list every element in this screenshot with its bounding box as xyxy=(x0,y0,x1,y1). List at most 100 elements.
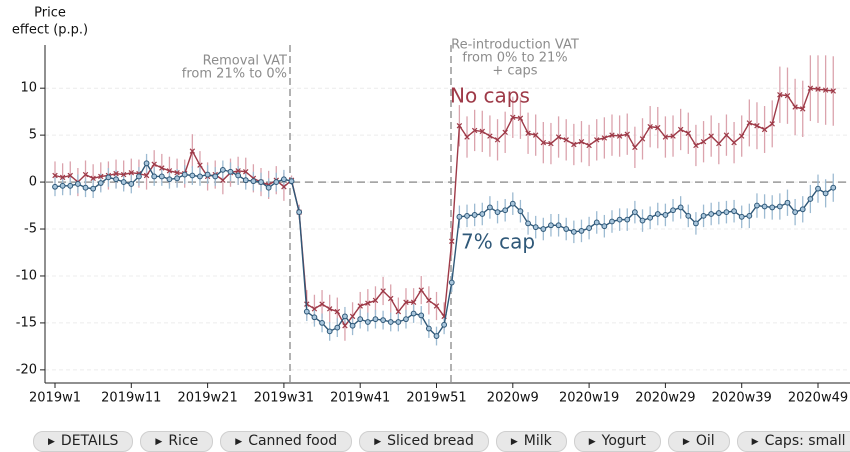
marker xyxy=(525,130,531,136)
marker xyxy=(342,323,348,329)
marker xyxy=(479,128,486,135)
x-tick-label: 2020w19 xyxy=(559,391,619,406)
y-tick-label: 0 xyxy=(29,175,37,190)
button-label: Rice xyxy=(168,433,199,449)
marker xyxy=(494,209,501,216)
filter-button[interactable]: ▶ Caps: small xyxy=(736,431,850,452)
marker xyxy=(433,303,440,309)
annotation: + caps xyxy=(492,64,537,79)
marker xyxy=(403,299,409,305)
marker xyxy=(479,211,486,217)
marker xyxy=(632,144,638,151)
marker xyxy=(235,172,242,179)
marker xyxy=(685,130,692,136)
marker xyxy=(243,169,249,175)
marker xyxy=(410,299,417,305)
marker xyxy=(281,176,287,183)
marker xyxy=(670,133,676,139)
marker xyxy=(242,177,249,184)
marker xyxy=(517,208,524,215)
marker xyxy=(738,213,745,220)
marker xyxy=(449,238,455,244)
marker xyxy=(418,312,425,319)
x-tick-label: 2020w49 xyxy=(788,391,848,406)
marker xyxy=(105,174,112,181)
marker xyxy=(273,179,280,185)
marker xyxy=(311,306,318,312)
marker xyxy=(555,134,562,140)
marker xyxy=(487,133,493,139)
button-label: Caps: small xyxy=(764,433,846,449)
button-label: Yogurt xyxy=(601,433,646,449)
marker xyxy=(822,190,829,197)
marker xyxy=(624,131,630,137)
marker xyxy=(311,314,318,321)
marker xyxy=(578,228,585,234)
marker xyxy=(792,209,799,216)
annotation: from 21% to 0% xyxy=(182,67,287,82)
marker xyxy=(441,321,448,328)
marker xyxy=(715,210,722,216)
marker xyxy=(761,203,768,210)
annotation: from 0% to 21% xyxy=(462,51,567,66)
marker xyxy=(677,126,684,133)
y-tick-label: -15 xyxy=(16,315,37,330)
marker xyxy=(319,320,325,326)
marker xyxy=(98,173,104,180)
marker xyxy=(425,325,432,332)
filter-button[interactable]: ▶ Milk xyxy=(495,431,567,452)
x-tick-label: 2020w9 xyxy=(487,391,539,406)
marker xyxy=(700,138,707,145)
marker xyxy=(655,124,661,131)
marker xyxy=(693,220,699,227)
filter-button[interactable]: ▶ DETAILS xyxy=(33,431,134,452)
marker xyxy=(143,160,150,167)
marker xyxy=(571,141,577,148)
marker xyxy=(716,140,722,147)
marker xyxy=(364,319,371,325)
marker xyxy=(250,178,257,185)
y-tick-label: 10 xyxy=(20,81,37,96)
marker xyxy=(738,133,745,139)
series-label: No caps xyxy=(450,84,530,108)
marker xyxy=(532,224,539,231)
marker xyxy=(586,142,592,149)
button-icon: ▶ xyxy=(510,437,518,447)
marker xyxy=(380,288,386,294)
filter-button[interactable]: ▶ Yogurt xyxy=(573,431,661,452)
marker xyxy=(639,136,646,142)
marker xyxy=(166,176,173,183)
filter-button[interactable]: ▶ Sliced bread xyxy=(359,431,489,452)
marker xyxy=(372,316,379,323)
marker xyxy=(166,168,173,174)
marker xyxy=(769,204,776,211)
marker xyxy=(387,319,394,325)
marker xyxy=(548,140,554,147)
annotation: Re-introduction VAT xyxy=(451,38,579,53)
marker xyxy=(52,172,58,179)
marker xyxy=(693,142,699,149)
x-tick-label: 2019w41 xyxy=(330,391,390,406)
button-label: Milk xyxy=(523,433,552,449)
marker xyxy=(731,208,737,215)
filter-button[interactable]: ▶ Canned food xyxy=(220,431,353,452)
marker xyxy=(746,120,753,126)
marker xyxy=(380,317,386,323)
button-row: ▶ DETAILS ▶ Rice ▶ Canned food ▶ Sliced bread ▶ M… xyxy=(33,431,850,452)
y-tick-label: -20 xyxy=(16,362,37,377)
marker xyxy=(586,225,592,231)
marker xyxy=(754,202,760,209)
marker xyxy=(639,217,646,224)
button-label: DETAILS xyxy=(60,433,119,449)
filter-button[interactable]: ▶ Oil xyxy=(667,431,730,452)
marker xyxy=(204,171,211,178)
marker xyxy=(708,211,715,217)
marker xyxy=(342,313,348,320)
x-tick-label: 2019w1 xyxy=(29,391,81,406)
marker xyxy=(570,228,577,235)
marker xyxy=(181,171,188,178)
marker xyxy=(815,185,821,192)
marker xyxy=(746,212,753,219)
filter-button[interactable]: ▶ Rice xyxy=(140,431,214,452)
marker xyxy=(189,148,196,154)
